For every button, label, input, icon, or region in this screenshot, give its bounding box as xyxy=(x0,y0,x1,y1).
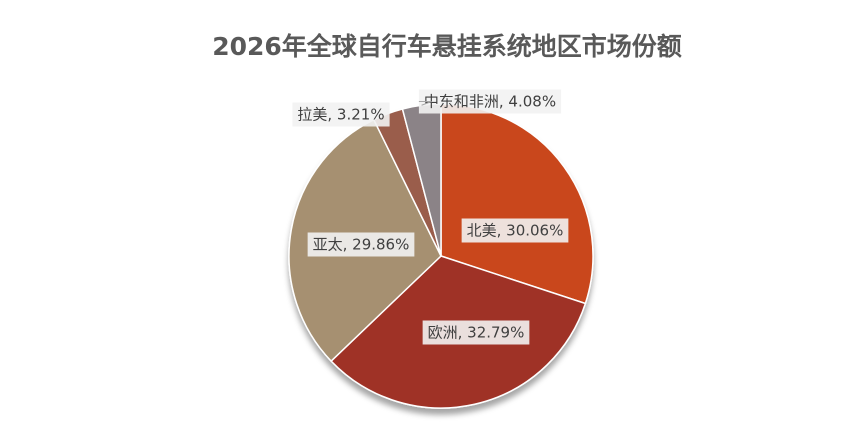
data-label-group: 北美, 30.06% xyxy=(461,218,569,243)
label-box xyxy=(461,218,569,243)
data-label-group: 欧洲, 32.79% xyxy=(422,320,530,345)
label-box xyxy=(422,320,530,345)
data-label-group: 中东和非洲, 4.08% xyxy=(418,89,562,114)
chart-title: 2026年全球自行车悬挂系统地区市场份额 xyxy=(212,32,682,61)
data-label-group: 亚太, 29.86% xyxy=(307,232,415,257)
label-box xyxy=(418,89,562,114)
label-box xyxy=(307,232,415,257)
label-box xyxy=(292,102,390,127)
data-label: 亚太, 29.86% xyxy=(313,236,410,254)
data-label: 北美, 30.06% xyxy=(467,222,564,240)
labels: 北美, 30.06% 欧洲, 32.79% 亚太, 29.86% 拉美, 3.21% 中… xyxy=(292,89,569,345)
data-label-group: 拉美, 3.21% xyxy=(292,102,390,127)
leader-line xyxy=(418,101,432,106)
data-label: 欧洲, 32.79% xyxy=(428,324,525,342)
data-label: 中东和非洲, 4.08% xyxy=(424,93,556,111)
data-label: 拉美, 3.21% xyxy=(297,106,384,124)
